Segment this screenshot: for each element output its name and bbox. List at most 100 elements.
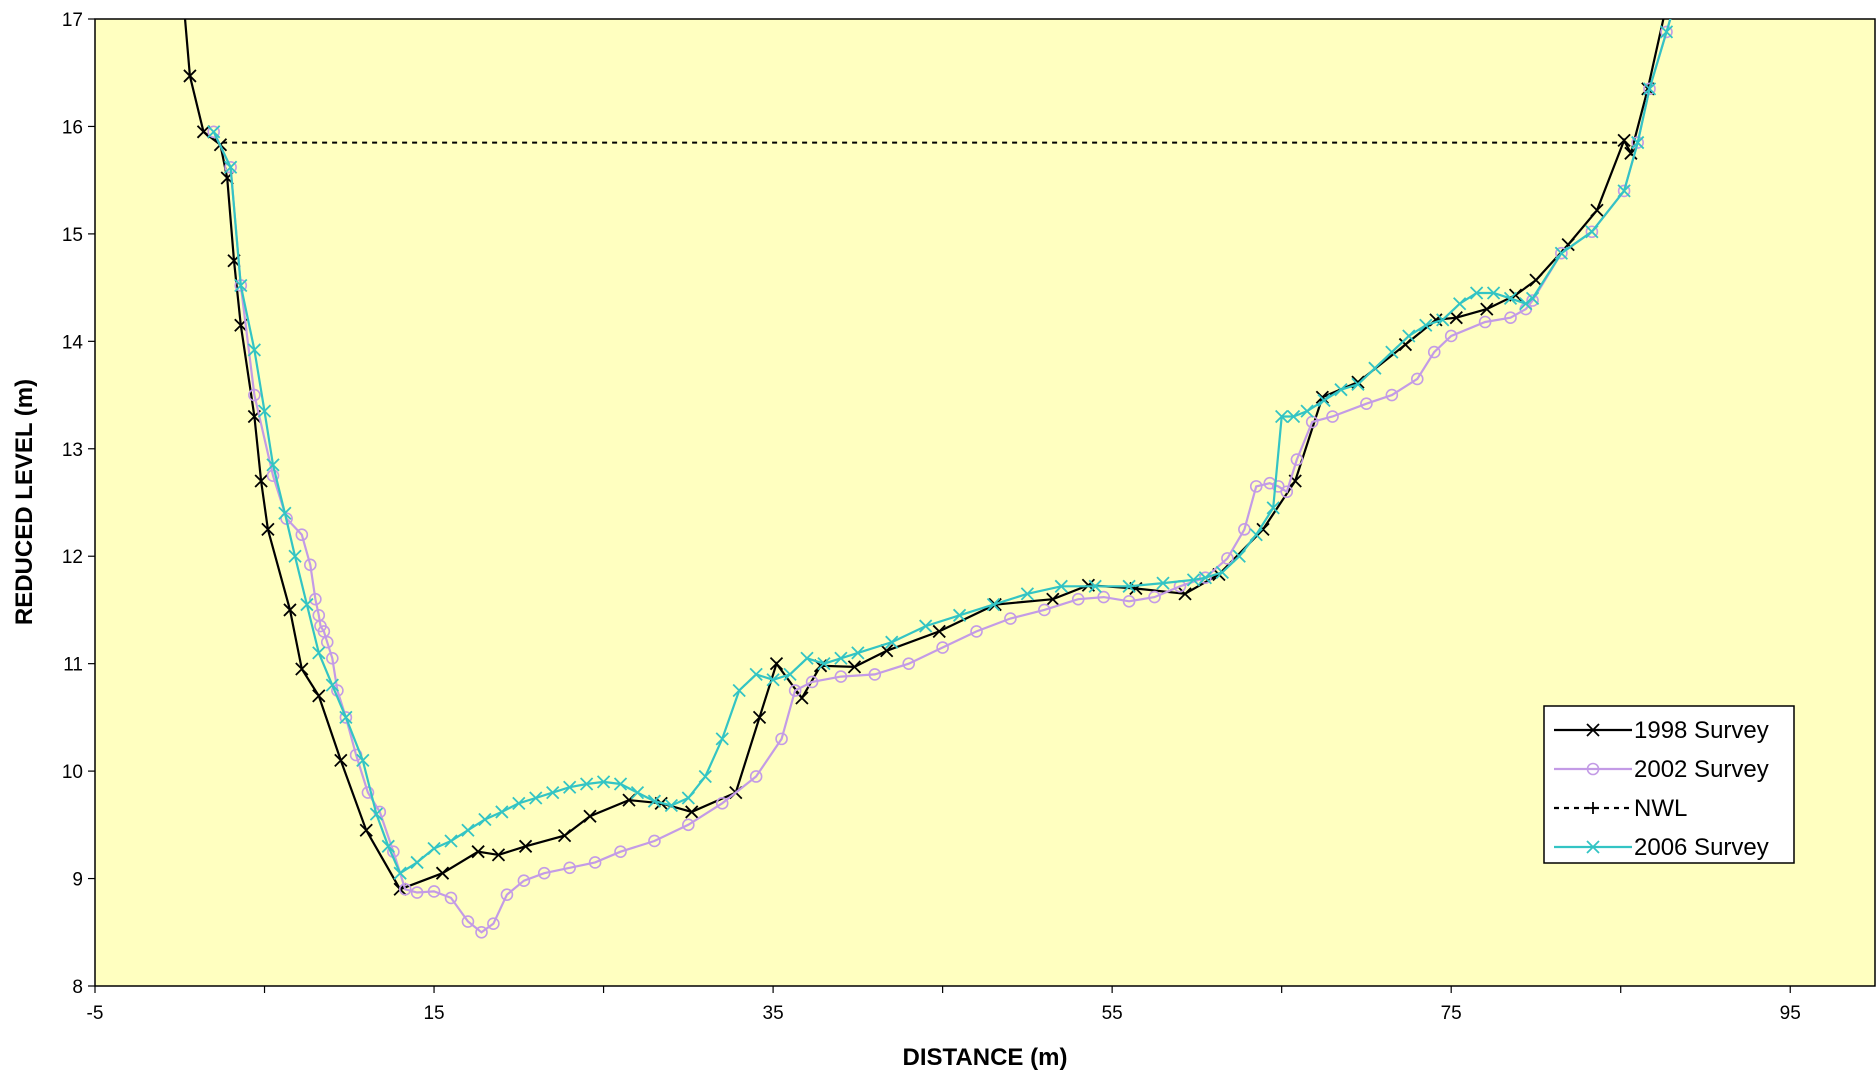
data-point [339, 710, 353, 725]
y-tick-label: 9 [72, 870, 83, 891]
data-point [518, 839, 533, 853]
series-line-2006-survey [212, 19, 1672, 875]
y-tick-label: 13 [62, 440, 83, 461]
data-point [183, 69, 197, 83]
data-point [512, 796, 526, 810]
x-tick-label: -5 [87, 1003, 104, 1024]
data-point [583, 809, 597, 823]
data-point [444, 891, 458, 905]
data-point [303, 558, 317, 572]
data-point [775, 732, 788, 746]
data-point [326, 651, 339, 665]
data-point [1504, 311, 1517, 324]
data-point [715, 732, 729, 746]
data-point [1427, 345, 1441, 359]
data-point [1617, 184, 1631, 198]
data-point [1249, 480, 1263, 493]
data-point [1156, 576, 1170, 590]
data-point [1398, 337, 1413, 352]
data-point [1671, 0, 1683, 4]
data-point [613, 777, 628, 791]
data-point [478, 812, 492, 827]
data-point [1659, 25, 1674, 39]
x-axis: -5 15 35 55 75 95 [87, 986, 1801, 1024]
data-point [698, 769, 712, 784]
data-point [1525, 291, 1540, 305]
data-point [444, 834, 458, 848]
legend-marker-1998-survey [1586, 723, 1600, 737]
data-point [1088, 579, 1102, 593]
x-tick-label: 35 [763, 1003, 784, 1024]
data-point [596, 775, 611, 789]
data-point [1585, 225, 1599, 239]
data-point [1385, 388, 1399, 402]
data-point [1054, 579, 1068, 593]
data-point [312, 646, 326, 660]
x-tick-label: 55 [1102, 1003, 1123, 1024]
series-2006-survey [207, 0, 1683, 880]
data-point [278, 506, 292, 520]
data-point [339, 711, 353, 724]
data-point [248, 388, 261, 402]
data-point [1555, 246, 1568, 260]
data-point [681, 791, 695, 805]
series-2002-survey [207, 19, 1673, 939]
data-point [1519, 297, 1533, 311]
data-point [1444, 329, 1458, 343]
data-point [517, 874, 531, 888]
data-point [288, 549, 302, 563]
y-tick-label: 8 [72, 977, 83, 998]
data-point [1486, 286, 1501, 300]
data-point [491, 848, 506, 862]
data-point [952, 608, 967, 622]
data-point [1186, 573, 1201, 587]
data-point [885, 635, 899, 649]
legend-label-2006-survey: 2006 Survey [1634, 834, 1769, 861]
data-point [381, 839, 395, 853]
data-point [1266, 501, 1280, 515]
data-point [817, 657, 831, 671]
data-point [970, 625, 983, 638]
data-point [1554, 246, 1569, 260]
y-tick-label: 15 [62, 225, 83, 246]
data-point [788, 684, 802, 697]
data-point [223, 160, 238, 174]
data-point [1419, 318, 1433, 332]
data-point [1503, 291, 1518, 305]
y-tick-label: 11 [63, 655, 83, 676]
data-point [471, 845, 485, 859]
data-point [546, 785, 560, 800]
data-point [563, 861, 576, 875]
y-tick-label: 16 [62, 117, 83, 138]
data-point [1317, 393, 1331, 408]
data-point [1215, 565, 1229, 579]
data-point [1178, 587, 1192, 601]
data-point [1097, 590, 1110, 604]
data-point [1249, 528, 1263, 542]
data-point [1020, 587, 1035, 601]
data-point [834, 651, 848, 665]
data-point [1478, 315, 1492, 329]
data-point [1631, 135, 1645, 150]
data-point [682, 818, 695, 832]
data-point [247, 343, 261, 357]
data-point [1643, 82, 1656, 96]
x-tick-label: 75 [1441, 1003, 1462, 1024]
data-point [1071, 592, 1085, 606]
data-point [266, 458, 280, 472]
data-point [664, 798, 679, 813]
data-point [500, 888, 514, 901]
data-point [461, 823, 475, 837]
data-point [1198, 571, 1213, 585]
data-point [1436, 313, 1450, 327]
data-point [1402, 329, 1416, 343]
data-point [196, 125, 211, 139]
data-point [851, 646, 865, 660]
legend-label-2002-survey: 2002 Survey [1634, 756, 1769, 783]
data-point [847, 660, 862, 674]
data-point [435, 866, 450, 880]
data-point [295, 662, 309, 676]
legend-marker-2002-survey [1586, 762, 1600, 776]
data-point [1617, 133, 1631, 148]
